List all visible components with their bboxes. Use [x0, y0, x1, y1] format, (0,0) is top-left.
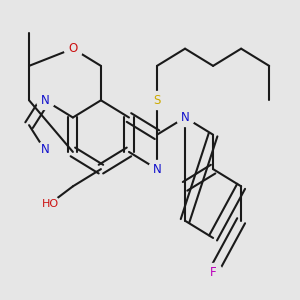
Text: S: S — [153, 94, 161, 107]
Text: N: N — [181, 111, 189, 124]
Text: N: N — [153, 163, 161, 176]
Text: N: N — [40, 143, 49, 157]
Text: F: F — [210, 266, 216, 279]
Text: N: N — [40, 94, 49, 107]
Text: O: O — [68, 42, 77, 55]
Text: HO: HO — [41, 199, 59, 208]
